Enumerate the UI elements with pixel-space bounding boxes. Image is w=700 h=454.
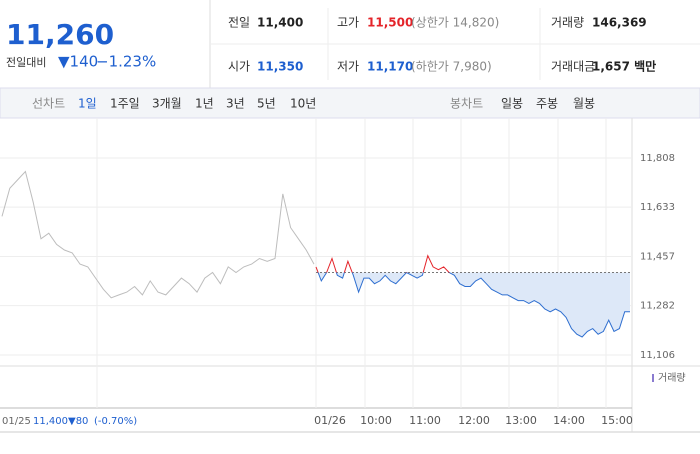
volume-legend: 거래량 [658,372,686,384]
change-rate: −1.23% [96,53,156,71]
stat-value: 146,369 [592,16,647,30]
prev-rate: (-0.70%) [94,416,137,427]
stat-value: 11,350 [257,60,303,74]
x-tick-label: 13:00 [505,414,537,427]
price: 11,260 [6,18,114,51]
period-tab[interactable]: 3개월 [152,97,182,111]
change: ▼140 [58,53,98,71]
tab-bar [0,87,700,119]
tab-label: 봉차트 [450,97,483,111]
stat-value: 11,170 [367,60,413,74]
period-tab[interactable]: 1일 [78,97,97,111]
stat-label: 거래량 [551,16,584,30]
x-tick-label: 12:00 [458,414,490,427]
prev-close: 11,400 [33,416,68,427]
stat-label: 거래대금 [551,60,595,74]
y-tick-label: 11,633 [640,202,675,213]
stat-label: 시가 [228,60,250,74]
line [1,170,315,299]
stat-label: 고가 [337,16,359,30]
stat-label: 전일 [228,16,250,30]
x-tick-label: 14:00 [553,414,585,427]
y-tick-label: 11,808 [640,153,675,164]
x-tick-label: 01/26 [314,414,346,427]
area [316,272,630,337]
candle-tab[interactable]: 주봉 [536,97,558,111]
prev-change: ▼80 [68,416,88,427]
volume-legend-swatch [652,374,654,382]
x-tick-label: 10:00 [360,414,392,427]
candle-tab[interactable]: 일봉 [501,97,523,111]
stat-note: (하한가 7,980) [411,60,492,74]
period-tab[interactable]: 1주일 [110,97,140,111]
stat-value: 1,657 백만 [592,59,656,74]
change-label: 전일대비 [6,55,46,69]
y-tick-label: 11,106 [640,350,675,361]
period-tab[interactable]: 5년 [257,97,276,111]
x-tick-label: 11:00 [409,414,441,427]
candle-tab[interactable]: 월봉 [573,97,595,111]
y-tick-label: 11,457 [640,252,675,263]
stat-label: 저가 [337,60,359,74]
tab-label: 선차트 [32,97,65,111]
period-tab[interactable]: 1년 [195,97,214,111]
y-tick-label: 11,282 [640,301,675,312]
line [317,272,630,338]
period-tab[interactable]: 3년 [226,97,245,111]
period-tab[interactable]: 10년 [290,97,316,111]
stat-value: 11,500 [367,16,413,30]
stat-value: 11,400 [257,16,303,30]
stat-note: (상한가 14,820) [411,16,499,30]
prev-date: 01/25 [2,416,31,427]
x-tick-label: 15:00 [601,414,633,427]
